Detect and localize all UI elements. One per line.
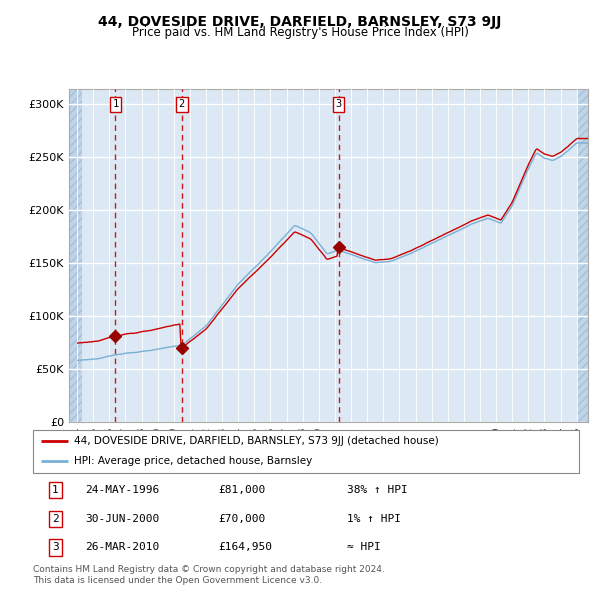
Text: £70,000: £70,000 xyxy=(218,514,266,524)
Text: 24-MAY-1996: 24-MAY-1996 xyxy=(85,486,159,496)
Text: HPI: Average price, detached house, Barnsley: HPI: Average price, detached house, Barn… xyxy=(74,456,312,466)
Text: 3: 3 xyxy=(335,99,342,109)
Text: £164,950: £164,950 xyxy=(218,542,272,552)
Bar xyxy=(69,88,82,422)
Text: 30-JUN-2000: 30-JUN-2000 xyxy=(85,514,159,524)
Text: 2: 2 xyxy=(52,514,59,524)
Text: 2: 2 xyxy=(179,99,185,109)
Text: 26-MAR-2010: 26-MAR-2010 xyxy=(85,542,159,552)
Text: 44, DOVESIDE DRIVE, DARFIELD, BARNSLEY, S73 9JJ: 44, DOVESIDE DRIVE, DARFIELD, BARNSLEY, … xyxy=(98,15,502,29)
Text: Price paid vs. HM Land Registry's House Price Index (HPI): Price paid vs. HM Land Registry's House … xyxy=(131,26,469,39)
Bar xyxy=(577,88,588,422)
Text: Contains HM Land Registry data © Crown copyright and database right 2024.
This d: Contains HM Land Registry data © Crown c… xyxy=(33,565,385,585)
FancyBboxPatch shape xyxy=(33,430,579,473)
Text: 1: 1 xyxy=(52,486,59,496)
Text: 44, DOVESIDE DRIVE, DARFIELD, BARNSLEY, S73 9JJ (detached house): 44, DOVESIDE DRIVE, DARFIELD, BARNSLEY, … xyxy=(74,436,439,446)
Text: 38% ↑ HPI: 38% ↑ HPI xyxy=(347,486,408,496)
Text: 1% ↑ HPI: 1% ↑ HPI xyxy=(347,514,401,524)
Text: 1: 1 xyxy=(112,99,119,109)
Text: £81,000: £81,000 xyxy=(218,486,266,496)
Text: 3: 3 xyxy=(52,542,59,552)
Text: ≈ HPI: ≈ HPI xyxy=(347,542,381,552)
